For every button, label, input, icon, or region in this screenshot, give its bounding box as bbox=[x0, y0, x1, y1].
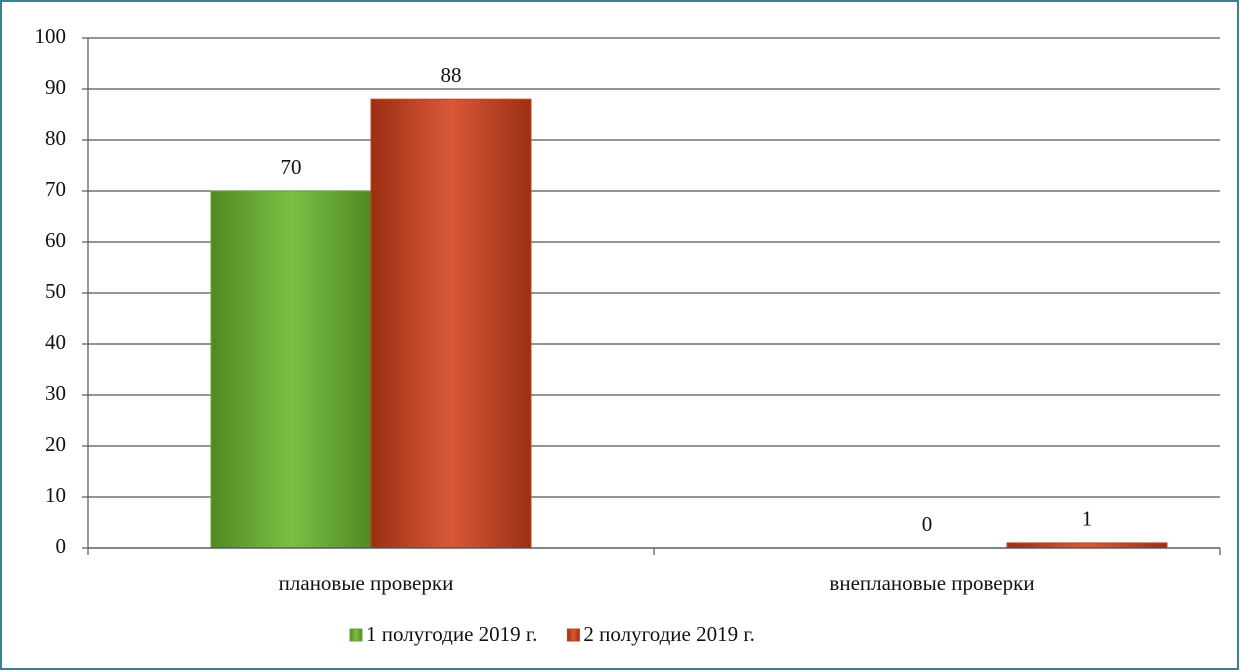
bar bbox=[370, 98, 532, 549]
legend-label: 1 полугодие 2019 г. bbox=[366, 622, 537, 646]
y-tick-label: 40 bbox=[45, 330, 66, 354]
y-tick-label: 90 bbox=[45, 75, 66, 99]
y-tick-label: 100 bbox=[35, 24, 67, 48]
legend-label: 2 полугодие 2019 г. bbox=[583, 622, 754, 646]
y-tick-label: 50 bbox=[45, 279, 66, 303]
y-tick-label: 70 bbox=[45, 177, 66, 201]
y-tick-label: 20 bbox=[45, 432, 66, 456]
data-label: 70 bbox=[281, 155, 302, 179]
y-tick-label: 80 bbox=[45, 126, 66, 150]
data-label: 0 bbox=[922, 512, 933, 536]
data-label: 88 bbox=[441, 63, 462, 87]
y-tick-label: 30 bbox=[45, 381, 66, 405]
x-tick-label: плановые проверки bbox=[279, 571, 454, 595]
bar bbox=[1006, 542, 1168, 549]
y-tick-label: 10 bbox=[45, 483, 66, 507]
legend-swatch bbox=[566, 628, 580, 642]
y-tick-label: 60 bbox=[45, 228, 66, 252]
x-tick-label: внеплановые проверки bbox=[829, 571, 1034, 595]
bar bbox=[210, 190, 372, 549]
data-label: 1 bbox=[1082, 507, 1093, 531]
legend-swatch bbox=[349, 628, 363, 642]
y-tick-label: 0 bbox=[56, 534, 67, 558]
